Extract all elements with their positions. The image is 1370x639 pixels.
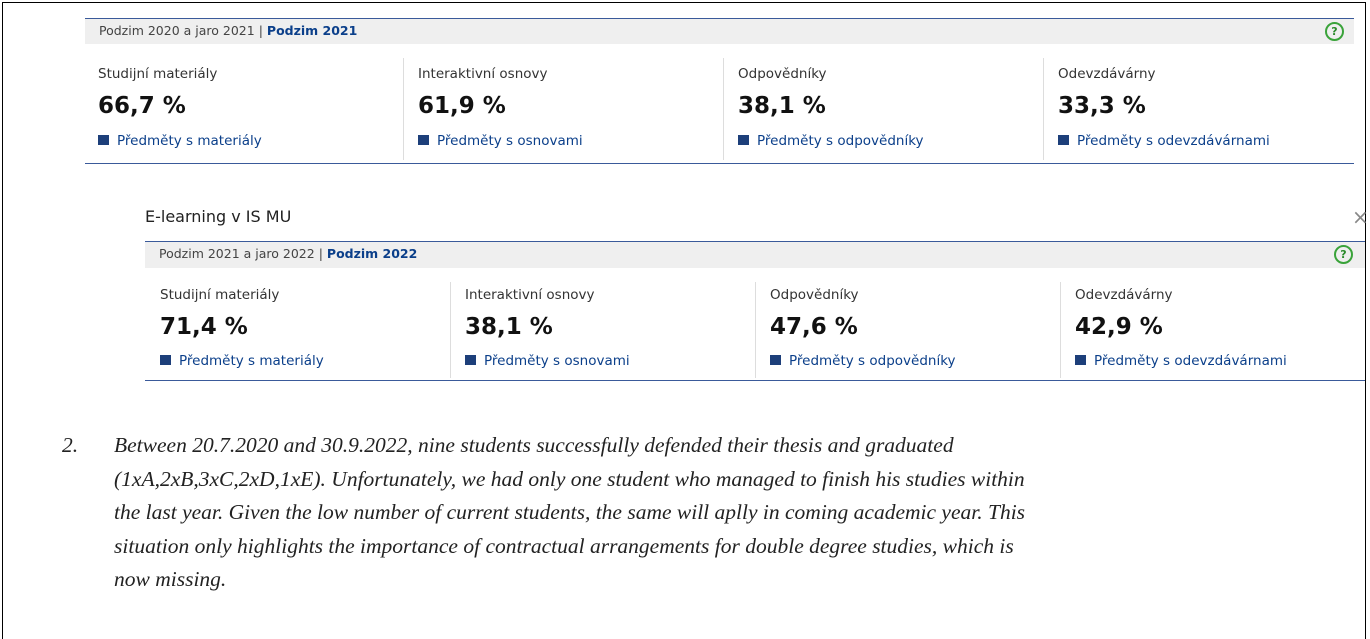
separator: |	[318, 246, 323, 261]
panel-title: E-learning v IS MU	[145, 207, 292, 226]
list-icon	[738, 135, 749, 145]
link-text: Předměty s materiály	[179, 353, 324, 369]
stat-label: Studijní materiály	[160, 287, 280, 303]
link-text: Předměty s odevzdávárnami	[1094, 353, 1287, 369]
stat-value: 38,1 %	[738, 93, 826, 119]
panel-bottom-line	[85, 163, 1354, 164]
link-text: Předměty s odpovědníky	[757, 133, 924, 149]
list-icon	[770, 355, 781, 365]
link-text: Předměty s osnovami	[437, 133, 583, 149]
list-icon	[160, 355, 171, 365]
list-icon	[465, 355, 476, 365]
column-divider	[403, 58, 404, 160]
help-icon[interactable]: ?	[1325, 22, 1344, 41]
current-period: Podzim 2022	[326, 246, 418, 261]
note-line: the last year. Given the low number of c…	[114, 500, 1026, 524]
stat-value: 61,9 %	[418, 93, 506, 119]
stat-link[interactable]: Předměty s osnovami	[418, 133, 583, 149]
note-number: 2.	[62, 433, 79, 457]
stat-label: Odevzdávárny	[1058, 66, 1156, 82]
stat-link[interactable]: Předměty s odpovědníky	[738, 133, 924, 149]
stat-label: Interaktivní osnovy	[418, 66, 548, 82]
stat-value: 66,7 %	[98, 93, 186, 119]
stat-value: 38,1 %	[465, 314, 553, 340]
list-icon	[1058, 135, 1069, 145]
stat-label: Odevzdávárny	[1075, 287, 1173, 303]
period: Podzim 2020 a jaro 2021	[99, 23, 255, 38]
panel-header: Podzim 2021 a jaro 2022 | Podzim 2022	[145, 241, 1365, 268]
stat-value: 33,3 %	[1058, 93, 1146, 119]
stat-link[interactable]: Předměty s materiály	[98, 133, 262, 149]
stat-value: 71,4 %	[160, 314, 248, 340]
list-icon	[98, 135, 109, 145]
stat-link[interactable]: Předměty s odevzdávárnami	[1058, 133, 1270, 149]
list-icon	[418, 135, 429, 145]
link-text: Předměty s osnovami	[484, 353, 630, 369]
list-icon	[1075, 355, 1086, 365]
panel-bottom-line	[145, 380, 1365, 381]
column-divider	[1060, 282, 1061, 378]
note-line: (1xA,2xB,3xC,2xD,1xE). Unfortunately, we…	[114, 466, 1025, 491]
close-button[interactable]: ×	[1352, 205, 1369, 229]
column-divider	[450, 282, 451, 378]
stat-label: Studijní materiály	[98, 66, 218, 82]
stat-link[interactable]: Předměty s odevzdávárnami	[1075, 353, 1287, 369]
note-line: now missing.	[114, 567, 227, 591]
stat-value: 42,9 %	[1075, 314, 1163, 340]
stat-value: 47,6 %	[770, 314, 858, 340]
note-line: Between 20.7.2020 and 30.9.2022, nine st…	[114, 433, 954, 457]
link-text: Předměty s odpovědníky	[789, 353, 956, 369]
current-period: Podzim 2021	[266, 23, 358, 38]
column-divider	[1043, 58, 1044, 160]
link-text: Předměty s materiály	[117, 133, 262, 149]
note-line: situation only highlights the importance…	[114, 533, 1014, 558]
stat-label: Odpovědníky	[770, 287, 859, 303]
separator: |	[258, 23, 263, 38]
stat-link[interactable]: Předměty s odpovědníky	[770, 353, 956, 369]
stat-link[interactable]: Předměty s materiály	[160, 353, 324, 369]
help-icon[interactable]: ?	[1334, 245, 1353, 264]
link-text: Předměty s odevzdávárnami	[1077, 133, 1270, 149]
stat-label: Interaktivní osnovy	[465, 287, 595, 303]
period: Podzim 2021 a jaro 2022	[159, 246, 315, 261]
column-divider	[755, 282, 756, 378]
column-divider	[723, 58, 724, 160]
panel-header: Podzim 2020 a jaro 2021 | Podzim 2021	[85, 18, 1354, 44]
stat-link[interactable]: Předměty s osnovami	[465, 353, 630, 369]
stat-label: Odpovědníky	[738, 66, 827, 82]
